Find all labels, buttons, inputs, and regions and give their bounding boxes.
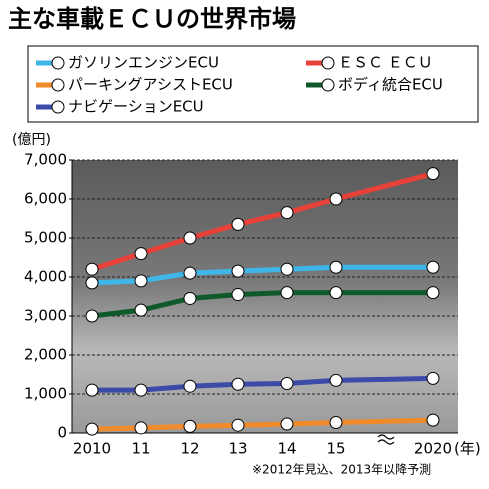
- data-point: [231, 377, 245, 391]
- legend-marker: [51, 100, 65, 114]
- data-point: [85, 383, 99, 397]
- data-point: [231, 217, 245, 231]
- legend-marker: [321, 78, 335, 92]
- data-point: [231, 418, 245, 432]
- data-point: [85, 262, 99, 276]
- legend-label: ガソリンエンジンECU: [68, 54, 219, 72]
- data-point: [280, 206, 294, 220]
- legend-marker: [321, 56, 335, 70]
- break-mark: [377, 434, 395, 445]
- data-point: [85, 276, 99, 290]
- footnote: ※2012年見込、2013年以降予測: [252, 463, 431, 477]
- y-tick-label: 5,000: [24, 229, 67, 247]
- axis-break: [377, 434, 395, 445]
- legend-label: ナビゲーションECU: [68, 98, 204, 116]
- data-point: [183, 266, 197, 280]
- y-tick-label: 6,000: [24, 190, 67, 208]
- y-tick-label: 7,000: [24, 151, 67, 169]
- y-tick-label: 1,000: [24, 385, 67, 403]
- data-point: [280, 286, 294, 300]
- y-tick-label: 4,000: [24, 268, 67, 286]
- data-point: [329, 192, 343, 206]
- data-point: [426, 286, 440, 300]
- legend-label: パーキングアシストECU: [68, 76, 233, 94]
- x-tick-label: 14: [277, 440, 296, 458]
- data-point: [231, 264, 245, 278]
- chart-title: 主な車載ＥＣＵの世界市場: [8, 5, 296, 33]
- data-point: [183, 379, 197, 393]
- y-tick-label: 3,000: [24, 307, 67, 325]
- data-point: [329, 415, 343, 429]
- y-axis-label: (億円): [12, 132, 51, 148]
- x-tick-label: 15: [326, 440, 345, 458]
- data-point: [426, 167, 440, 181]
- legend-marker: [51, 78, 65, 92]
- x-tick-label: 13: [228, 440, 247, 458]
- data-point: [134, 303, 148, 317]
- legend-label: ボディ統合ECU: [338, 76, 443, 94]
- data-point: [85, 309, 99, 323]
- data-point: [329, 286, 343, 300]
- data-point: [183, 419, 197, 433]
- y-tick-label: 2,000: [24, 346, 67, 364]
- data-point: [280, 376, 294, 390]
- data-point: [85, 422, 99, 436]
- legend-marker: [51, 56, 65, 70]
- legend-label: ＥＳＣ ＥＣＵ: [338, 54, 433, 72]
- data-point: [280, 417, 294, 431]
- data-point: [426, 371, 440, 385]
- legend-box: [27, 45, 479, 123]
- data-point: [134, 274, 148, 288]
- data-point: [134, 421, 148, 435]
- x-tick-label: 11: [131, 440, 150, 458]
- data-point: [183, 291, 197, 305]
- x-tick-label: 2010: [73, 440, 111, 458]
- data-point: [280, 262, 294, 276]
- x-tick-label: 2020: [414, 440, 452, 458]
- data-point: [134, 383, 148, 397]
- x-tick-label: 12: [180, 440, 199, 458]
- data-point: [231, 288, 245, 302]
- data-point: [426, 413, 440, 427]
- x-unit: (年): [454, 440, 481, 458]
- data-point: [329, 373, 343, 387]
- data-point: [426, 260, 440, 274]
- data-point: [329, 260, 343, 274]
- data-point: [134, 247, 148, 261]
- y-tick-label: 0: [57, 424, 67, 442]
- data-point: [183, 231, 197, 245]
